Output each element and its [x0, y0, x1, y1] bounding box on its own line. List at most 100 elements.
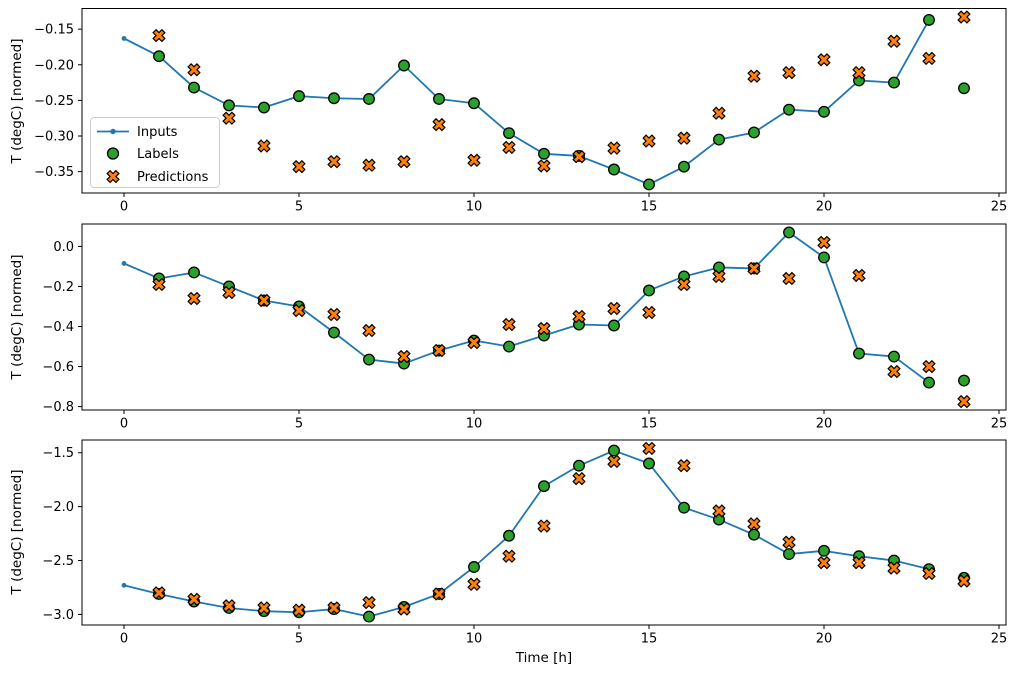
x-tick-label: 10 [466, 200, 483, 215]
prediction-marker [502, 317, 516, 332]
prediction-marker [257, 293, 271, 308]
prediction-marker [747, 69, 761, 83]
prediction-marker [782, 271, 796, 286]
prediction-marker [362, 323, 376, 338]
label-marker [748, 126, 760, 139]
prediction-marker [607, 454, 621, 469]
prediction-marker [222, 285, 236, 300]
prediction-marker [187, 63, 201, 77]
prediction-marker [537, 321, 551, 336]
x-tick-label: 10 [466, 417, 483, 432]
label-marker [713, 133, 725, 146]
inputs-point [121, 261, 127, 266]
label-marker [503, 340, 515, 353]
prediction-marker [502, 140, 516, 155]
x-tick-label: 20 [816, 200, 833, 215]
label-marker [818, 544, 830, 557]
label-marker [363, 610, 375, 623]
prediction-marker [432, 587, 446, 601]
prediction-marker [292, 159, 306, 174]
prediction-marker [327, 307, 341, 322]
legend-item-predictions: Predictions [106, 169, 209, 185]
labels-circle-icon [106, 147, 120, 160]
prediction-marker [432, 117, 446, 132]
label-marker [783, 103, 795, 116]
x-tick-label: 15 [641, 632, 658, 647]
prediction-marker [852, 555, 866, 570]
label-marker [293, 90, 305, 103]
axes-frame [81, 439, 1007, 626]
prediction-marker [677, 458, 691, 473]
prediction-marker [957, 394, 971, 409]
label-marker [643, 457, 655, 470]
prediction-marker [887, 364, 901, 379]
label-marker [538, 147, 550, 160]
prediction-marker [187, 291, 201, 306]
prediction-marker [397, 602, 411, 616]
subplot-1: 0 5 10 15 20 25 −0.15 −0.20 −0.25 −0.30 −0.35 [34, 8, 1008, 215]
label-marker [748, 528, 760, 541]
y-tick-label: −0.2 [42, 280, 74, 295]
x-tick-label: 10 [466, 632, 483, 647]
inputs-point [121, 582, 127, 588]
prediction-marker [362, 158, 376, 172]
label-marker [398, 59, 410, 72]
prediction-marker [747, 517, 761, 531]
x-tick-label: 25 [991, 200, 1008, 215]
x-axis-label: Time [h] [515, 650, 572, 666]
prediction-marker [292, 603, 306, 617]
label-marker [363, 353, 375, 366]
subplot-3: 0 5 10 15 20 25 −1.5 −2.0 −2.5 −3.0 [42, 439, 1007, 647]
plots-layer: 0 5 10 15 20 25−0.15−0.20−0.25−0.30−0.350 5 10 1… [34, 8, 1008, 647]
y-tick-label: −0.4 [42, 320, 74, 335]
prediction-marker [922, 566, 936, 581]
legend-box [90, 117, 220, 188]
label-marker [188, 266, 200, 279]
prediction-marker [397, 349, 411, 364]
prediction-marker [327, 601, 341, 615]
predictions-x-icon [106, 169, 120, 184]
prediction-marker [852, 65, 866, 80]
label-marker [608, 319, 620, 332]
prediction-marker [257, 139, 271, 153]
label-marker [783, 226, 795, 239]
prediction-marker [152, 277, 166, 292]
x-tick-label: 0 [120, 417, 128, 432]
prediction-marker [957, 574, 971, 588]
legend-item-labels: Labels [106, 147, 179, 162]
y-tick-label: −0.15 [34, 23, 74, 38]
y-tick-label: −0.30 [34, 130, 74, 145]
prediction-marker [887, 561, 901, 575]
prediction-marker [817, 555, 831, 570]
y-axis-label-bottom: T (degC) [normed] [9, 470, 25, 596]
prediction-marker [187, 592, 201, 607]
label-marker [363, 93, 375, 105]
label-marker [678, 160, 690, 173]
prediction-marker [572, 149, 586, 164]
prediction-marker [712, 504, 726, 518]
x-tick-label: 5 [295, 200, 303, 215]
subplot-2: 0 5 10 15 20 25 0.0 −0.2 −0.4 −0.6 −0.8 [42, 223, 1007, 432]
prediction-marker [887, 34, 901, 48]
legend-item-inputs: Inputs [97, 125, 178, 140]
label-marker [258, 101, 270, 114]
y-tick-label: −2.5 [42, 554, 74, 569]
prediction-marker [922, 359, 936, 374]
x-tick-label: 15 [641, 417, 658, 432]
legend: Inputs Labels Predictions [90, 117, 220, 188]
prediction-marker [467, 577, 481, 591]
prediction-marker [607, 301, 621, 316]
legend-label-predictions: Predictions [137, 170, 209, 185]
label-marker [328, 326, 340, 339]
prediction-marker [922, 51, 936, 66]
label-marker [573, 459, 585, 472]
inputs-point [121, 36, 127, 41]
prediction-marker [852, 268, 866, 283]
prediction-marker [712, 106, 726, 120]
label-marker [853, 347, 865, 360]
label-marker [503, 529, 515, 542]
prediction-marker [467, 335, 481, 350]
prediction-marker [257, 601, 271, 615]
y-tick-label: −0.20 [34, 58, 74, 73]
label-marker [608, 163, 620, 176]
